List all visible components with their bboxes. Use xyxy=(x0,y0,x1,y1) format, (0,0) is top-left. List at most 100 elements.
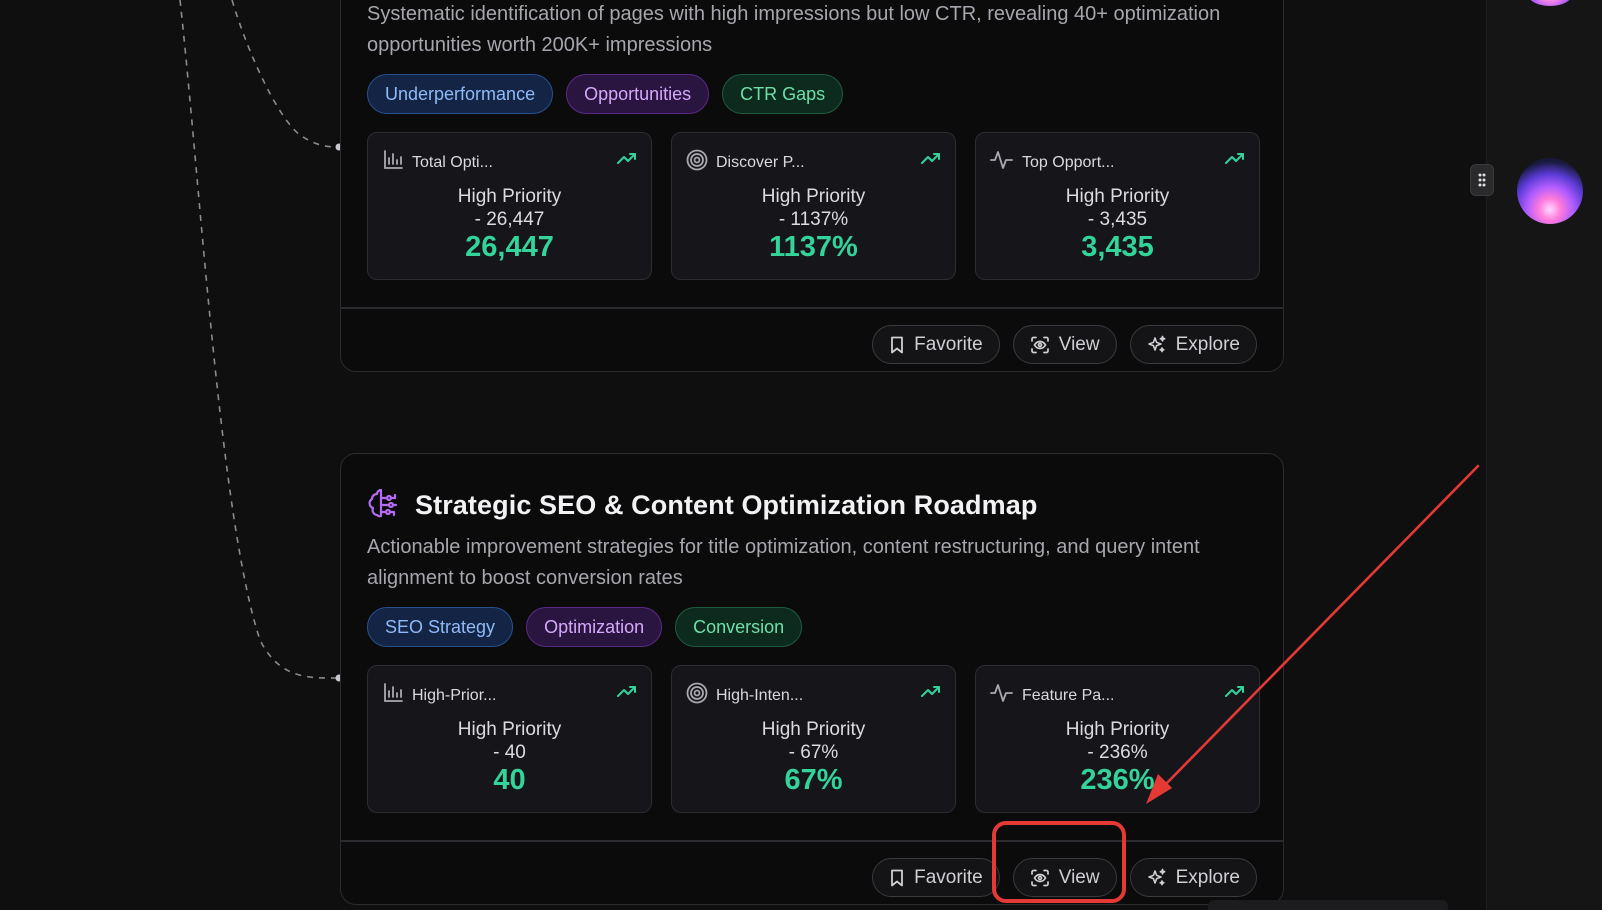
right-side-panel xyxy=(1486,0,1602,910)
drag-handle-icon[interactable] xyxy=(1470,164,1494,196)
target-icon xyxy=(686,149,708,176)
favorite-button[interactable]: Favorite xyxy=(872,325,1000,364)
bar-chart-icon xyxy=(382,149,404,176)
bar-chart-icon xyxy=(382,682,404,709)
trending-up-icon xyxy=(1225,151,1245,170)
metric-card[interactable]: Total Opti... High Priority - 26,447 26,… xyxy=(367,132,652,280)
trending-up-icon xyxy=(1225,684,1245,703)
favorite-label: Favorite xyxy=(914,866,983,888)
trending-up-icon xyxy=(617,151,637,170)
explore-label: Explore xyxy=(1175,866,1240,888)
metric-priority: High Priority xyxy=(1065,186,1170,207)
activity-icon xyxy=(990,682,1014,709)
explore-button[interactable]: Explore xyxy=(1129,325,1257,364)
metric-priority: High Priority xyxy=(457,719,562,740)
card-description: Actionable improvement strategies for ti… xyxy=(367,536,1200,589)
card-divider xyxy=(341,840,1283,842)
annotation-highlight-box xyxy=(992,821,1126,903)
trending-up-icon xyxy=(921,151,941,170)
card-title: Strategic SEO & Content Optimization Roa… xyxy=(415,490,1038,520)
tag-conversion[interactable]: Conversion xyxy=(675,607,803,647)
bookmark-icon xyxy=(891,869,903,886)
metric-subtitle: High Priority - 236% xyxy=(976,718,1259,764)
metric-detail: - 236% xyxy=(1087,742,1148,763)
metric-value: 1137% xyxy=(769,231,858,263)
sparkles-icon xyxy=(1147,868,1166,885)
metric-card[interactable]: Discover P... High Priority - 1137% 1137… xyxy=(671,132,956,280)
metric-label: High-Inten... xyxy=(716,686,804,704)
metric-header: Top Opport... xyxy=(990,149,1115,176)
metric-list: Total Opti... High Priority - 26,447 26,… xyxy=(367,132,1260,280)
metric-detail: - 40 xyxy=(493,742,526,763)
tag-seo-strategy[interactable]: SEO Strategy xyxy=(367,607,514,647)
tag-optimization[interactable]: Optimization xyxy=(526,607,663,647)
metric-subtitle: High Priority - 1137% xyxy=(672,185,955,231)
card-header: Strategic SEO & Content Optimization Roa… xyxy=(367,486,1037,525)
trending-up-icon xyxy=(617,684,637,703)
tag-ctr-gaps[interactable]: CTR Gaps xyxy=(722,74,844,114)
tag-list: SEO Strategy Optimization Conversion xyxy=(367,607,803,647)
bookmark-icon xyxy=(891,336,903,353)
metric-card[interactable]: High-Inten... High Priority - 67% 67% xyxy=(671,665,956,813)
tag-underperformance[interactable]: Underperformance xyxy=(367,74,554,114)
metric-detail: - 3,435 xyxy=(1087,209,1148,230)
card-divider xyxy=(341,307,1283,309)
explore-button[interactable]: Explore xyxy=(1129,858,1257,897)
metric-subtitle: High Priority - 67% xyxy=(672,718,955,764)
metric-value: 67% xyxy=(784,764,843,796)
metric-header: Discover P... xyxy=(686,149,805,176)
metric-header: Feature Pa... xyxy=(990,682,1115,709)
sparkles-icon xyxy=(1147,335,1166,352)
metric-value: 40 xyxy=(493,764,526,796)
favorite-label: Favorite xyxy=(914,333,983,355)
eye-scan-icon xyxy=(1030,336,1049,353)
view-label: View xyxy=(1058,333,1100,355)
metric-priority: High Priority xyxy=(761,719,866,740)
metric-priority: High Priority xyxy=(1065,719,1170,740)
insight-card-seo-roadmap: Strategic SEO & Content Optimization Roa… xyxy=(340,453,1284,905)
metric-subtitle: High Priority - 40 xyxy=(368,718,651,764)
metric-label: Feature Pa... xyxy=(1022,686,1115,704)
assistant-orb-top xyxy=(1527,0,1573,6)
card-actions: Favorite View Explore xyxy=(872,858,1257,897)
activity-icon xyxy=(990,149,1014,176)
metric-label: Top Opport... xyxy=(1022,153,1115,171)
trending-up-icon xyxy=(921,684,941,703)
metric-label: Total Opti... xyxy=(412,153,493,171)
assistant-orb[interactable] xyxy=(1517,158,1583,224)
metric-detail: - 26,447 xyxy=(474,209,545,230)
metric-value: 26,447 xyxy=(465,231,554,263)
metric-value: 236% xyxy=(1080,764,1155,796)
bottom-scroll-bar xyxy=(1208,900,1448,910)
metric-list: High-Prior... High Priority - 40 40 High… xyxy=(367,665,1260,813)
view-label: View xyxy=(1058,866,1100,888)
metric-card[interactable]: Top Opport... High Priority - 3,435 3,43… xyxy=(975,132,1260,280)
metric-priority: High Priority xyxy=(457,186,562,207)
favorite-button[interactable]: Favorite xyxy=(872,858,1000,897)
tag-list: Underperformance Opportunities CTR Gaps xyxy=(367,74,844,114)
metric-subtitle: High Priority - 26,447 xyxy=(368,185,651,231)
target-icon xyxy=(686,682,708,709)
brain-icon xyxy=(367,486,401,525)
metric-subtitle: High Priority - 3,435 xyxy=(976,185,1259,231)
tag-opportunities[interactable]: Opportunities xyxy=(566,74,710,114)
metric-detail: - 67% xyxy=(788,742,839,763)
metric-detail: - 1137% xyxy=(778,209,849,230)
eye-scan-icon xyxy=(1030,869,1049,886)
view-button[interactable]: View xyxy=(1012,858,1117,897)
metric-header: High-Inten... xyxy=(686,682,803,709)
metric-card[interactable]: High-Prior... High Priority - 40 40 xyxy=(367,665,652,813)
explore-label: Explore xyxy=(1175,333,1240,355)
metric-header: High-Prior... xyxy=(382,682,496,709)
insight-card-underperformance: Systematic identification of pages with … xyxy=(340,0,1284,372)
metric-priority: High Priority xyxy=(761,186,866,207)
metric-label: Discover P... xyxy=(716,153,805,171)
metric-header: Total Opti... xyxy=(382,149,493,176)
metric-card[interactable]: Feature Pa... High Priority - 236% 236% xyxy=(975,665,1260,813)
view-button[interactable]: View xyxy=(1012,325,1117,364)
metric-label: High-Prior... xyxy=(412,686,497,704)
card-actions: Favorite View Explore xyxy=(872,325,1257,364)
card-description: Systematic identification of pages with … xyxy=(367,3,1221,56)
metric-value: 3,435 xyxy=(1081,231,1154,263)
